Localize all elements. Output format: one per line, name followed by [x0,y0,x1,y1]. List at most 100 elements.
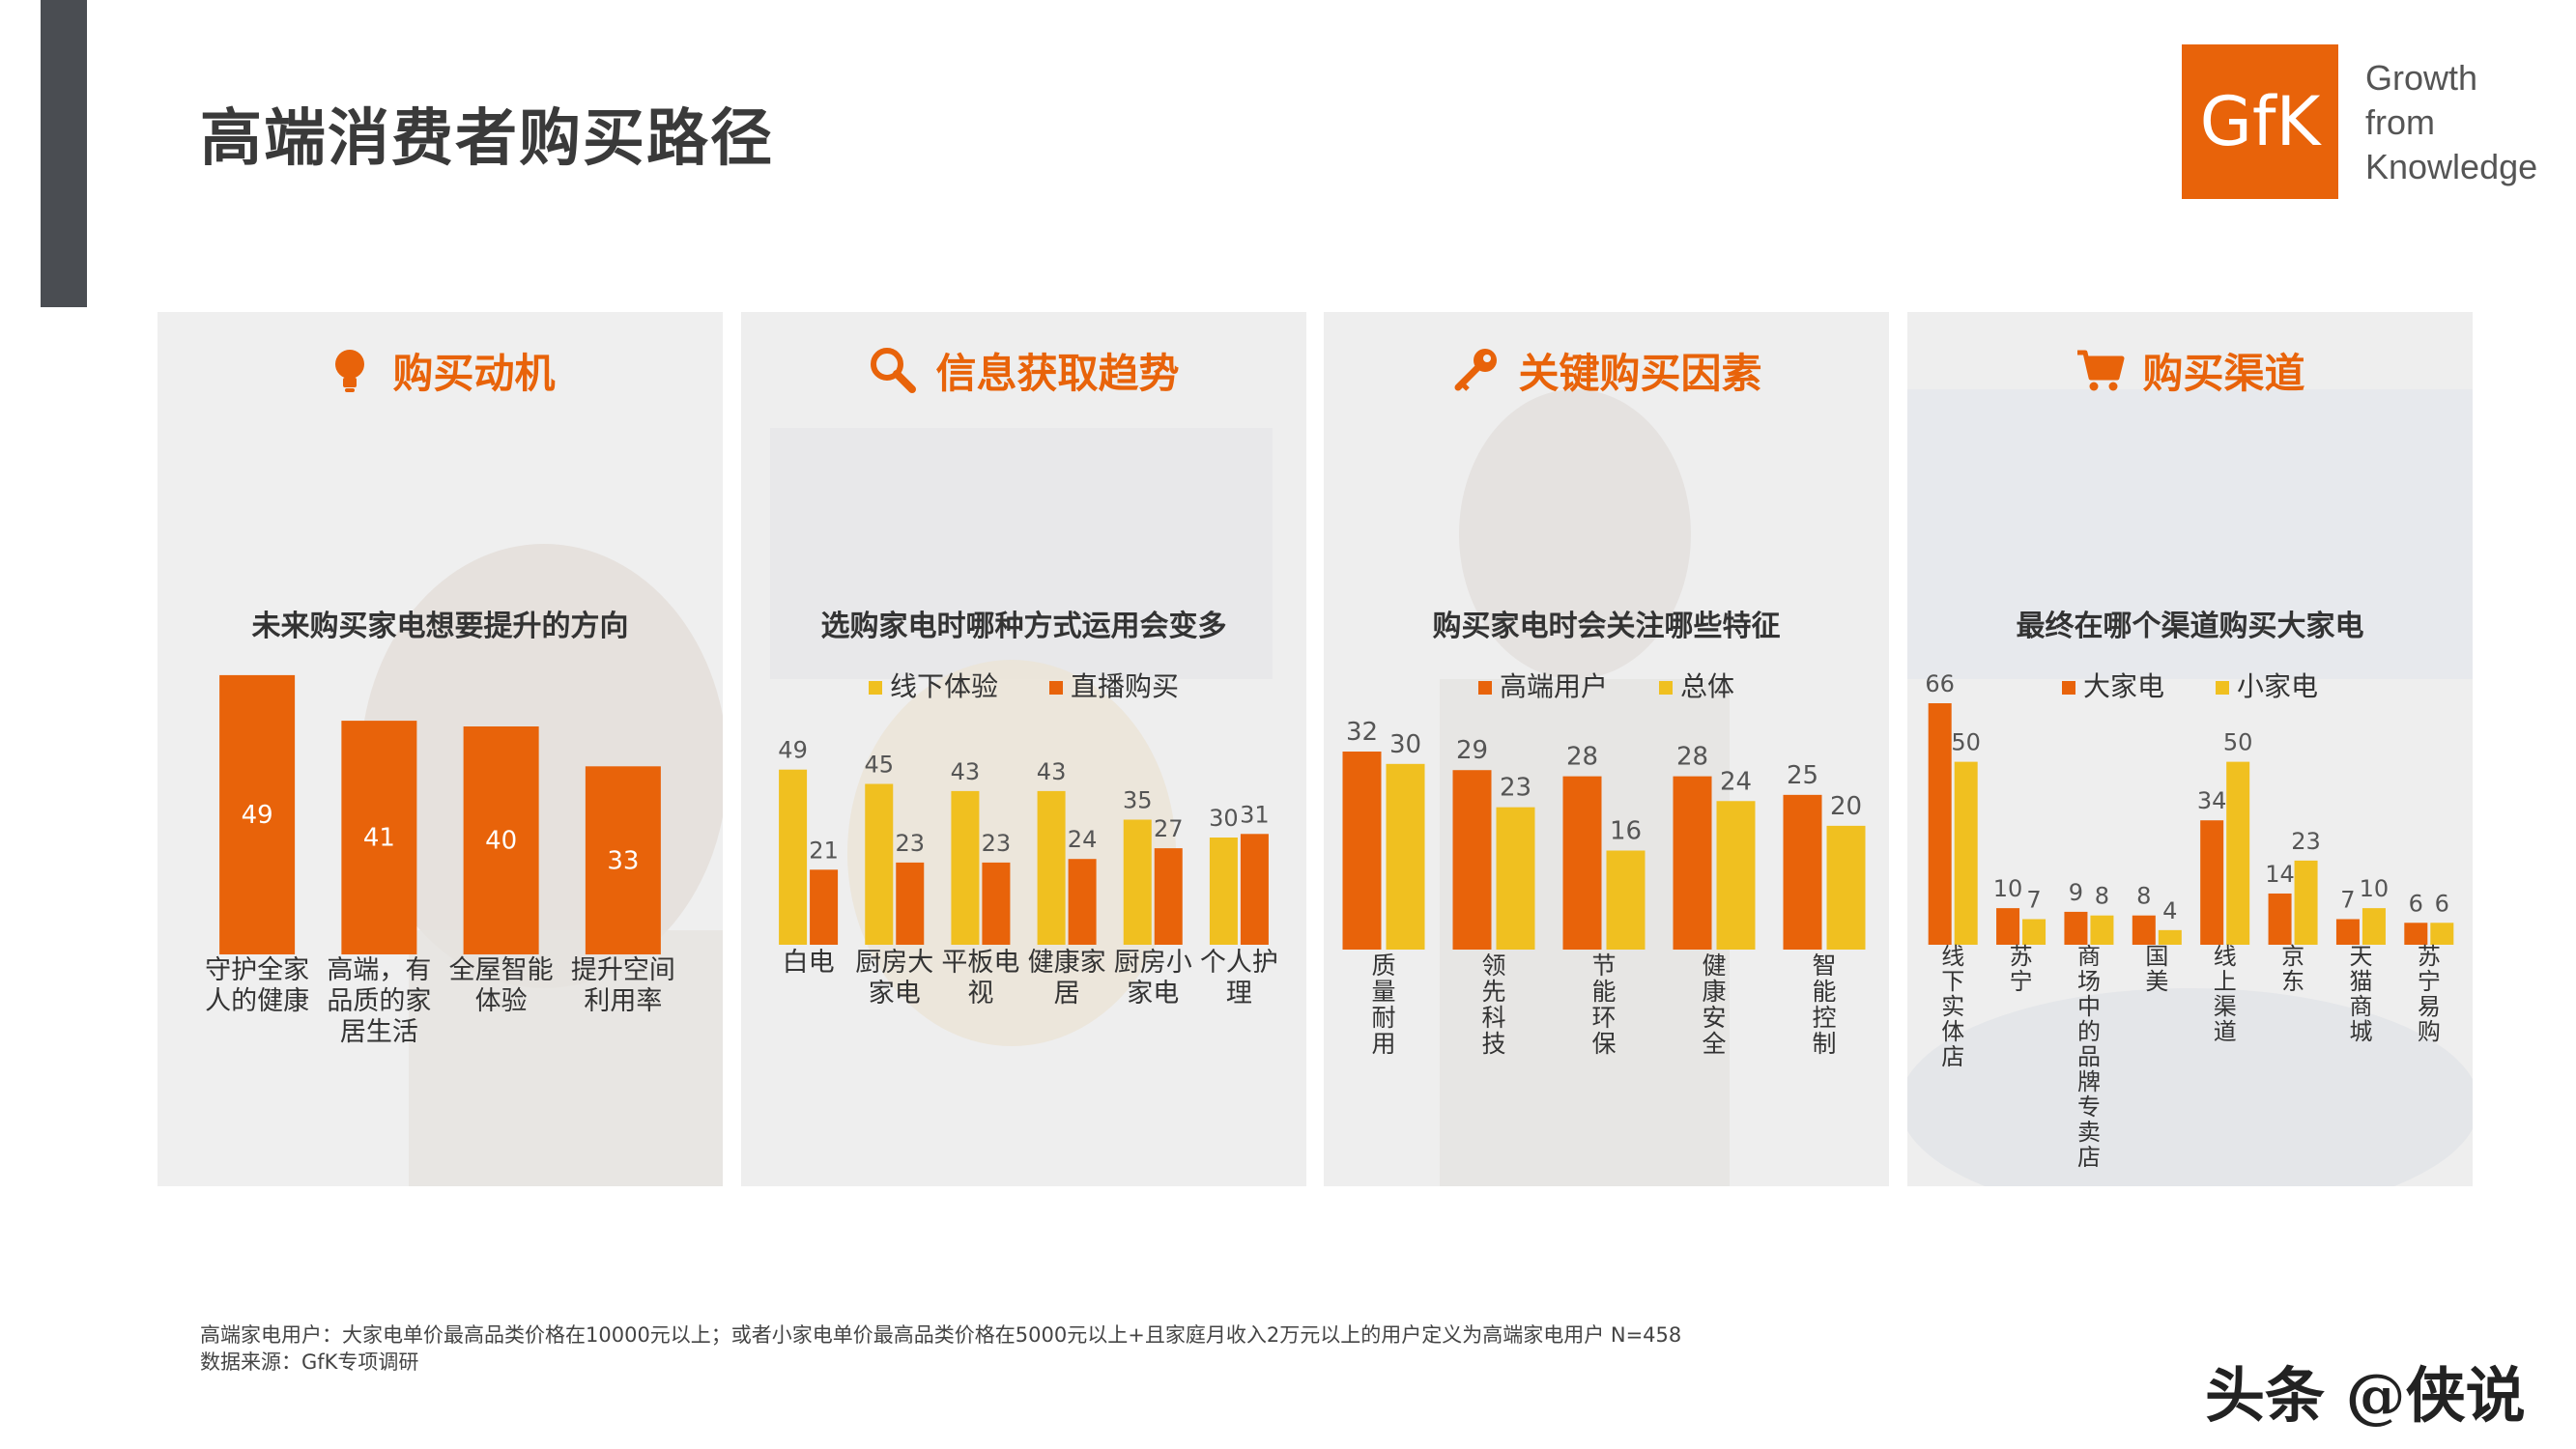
chart-title: 购买家电时会关注哪些特征 [1432,610,1781,643]
panel-heading: 信息获取趋势 [741,331,1306,409]
data-label: 8 [2095,883,2109,910]
category-label: 守护全家 [205,955,309,985]
tagline-line-3: Knowledge [2365,147,2538,186]
category-label: 宁 [2010,968,2033,995]
data-label: 50 [1951,729,1981,756]
bar [2335,919,2360,945]
data-label: 10 [1993,875,2023,902]
data-label: 25 [1787,761,1818,790]
bar [951,790,980,945]
data-label: 41 [363,824,395,853]
category-label: 康 [1702,978,1726,1006]
category-label: 线 [2214,943,2237,970]
category-label: 平板电 [941,948,1019,978]
panel-heading: 关键购买因素 [1324,331,1889,409]
gfk-logo: GfK [2182,44,2338,199]
category-label: 京 [2281,943,2304,970]
bar [982,862,1011,945]
legend-swatch [869,681,883,695]
category-label: 智 [1812,952,1836,980]
category-label: 居 [1054,979,1080,1009]
category-label: 先 [1481,978,1505,1006]
bar [2294,860,2318,945]
panel-heading: 购买渠道 [1907,331,2473,409]
bar [779,769,808,945]
logo-tagline: Growth from Knowledge [2365,56,2537,189]
category-label: 厨房大 [855,948,933,978]
category-label: 全 [1702,1030,1726,1058]
legend-swatch [1048,681,1063,695]
data-label: 40 [485,827,517,856]
data-label: 30 [1209,805,1239,832]
category-label: 宁 [2418,968,2441,995]
panel-background [1907,312,2473,1186]
data-label: 49 [242,801,273,830]
category-label: 东 [2281,968,2304,995]
category-label: 苏 [2010,943,2033,970]
bar [1496,807,1535,950]
category-label: 安 [1702,1004,1726,1032]
bar [2022,919,2046,945]
category-label: 商 [2077,943,2101,970]
category-label: 能 [1591,978,1616,1006]
bar [1673,776,1712,950]
category-label: 品 [2077,1043,2101,1070]
bar [219,674,296,954]
panel-heading-text: 购买动机 [392,349,556,397]
category-label: 厨房小 [1114,948,1192,978]
data-label: 4 [2162,897,2177,924]
bar [1716,801,1756,950]
category-label: 人的健康 [205,986,309,1016]
legend-item: 小家电 [2215,666,2318,704]
data-label: 7 [2340,886,2355,913]
bar [865,783,894,945]
data-label: 28 [1566,743,1598,772]
category-label: 品质的家 [327,986,431,1016]
category-label: 家电 [869,979,921,1009]
category-label: 的 [2077,1018,2101,1045]
category-label: 天 [2349,943,2372,970]
category-label: 专 [2077,1094,2101,1121]
category-label: 家电 [1127,979,1179,1009]
bar [2158,929,2182,945]
category-label: 技 [1481,1030,1505,1058]
panel-motivation: 购买动机 未来购买家电想要提升的方向 49 守护全家 人的健康 41 高端，有 品质的家居… [157,312,723,1186]
panel-channels: 购买渠道 最终在哪个渠道购买大家电 大家电 小家电 66 50 线下实体店 10 7 苏宁… [1907,312,2473,1186]
category-label: 下 [1941,968,1964,995]
legend-label: 小家电 [2236,670,2318,702]
category-label: 用 [1371,1030,1395,1058]
legend-label: 直播购买 [1070,670,1179,702]
data-label: 20 [1830,792,1862,821]
category-label: 环 [1591,1004,1616,1032]
source-note: 数据来源：GfK专项调研 [200,1350,419,1374]
data-label: 43 [1037,758,1067,785]
bar [2268,893,2292,945]
bar [2404,923,2428,945]
bar [1954,761,1978,945]
category-label: 量 [1371,978,1395,1006]
bar [2430,923,2454,945]
bar [2090,915,2114,945]
legend-label: 大家电 [2083,670,2165,702]
data-label: 30 [1389,730,1421,759]
chart-title: 未来购买家电想要提升的方向 [251,610,629,643]
legend-item: 总体 [1658,666,1734,704]
bar [1123,819,1152,945]
search-icon [871,348,917,393]
category-label: 领 [1481,952,1505,980]
panel-background [741,312,1306,1186]
category-label: 商 [2349,993,2372,1020]
key-icon [1454,349,1498,391]
data-label: 28 [1676,743,1708,772]
chart-legend: 高端用户 总体 [1324,666,1889,704]
category-label: 高端，有 [327,955,431,985]
category-label: 居生活 [340,1017,418,1047]
category-label: 体 [1941,1018,1964,1045]
watermark: 头条 @侠说 [2205,1360,2526,1431]
category-label: 场 [2077,968,2101,995]
category-label: 科 [1481,1004,1505,1032]
data-label: 29 [1456,736,1488,765]
bar [1996,908,2020,945]
